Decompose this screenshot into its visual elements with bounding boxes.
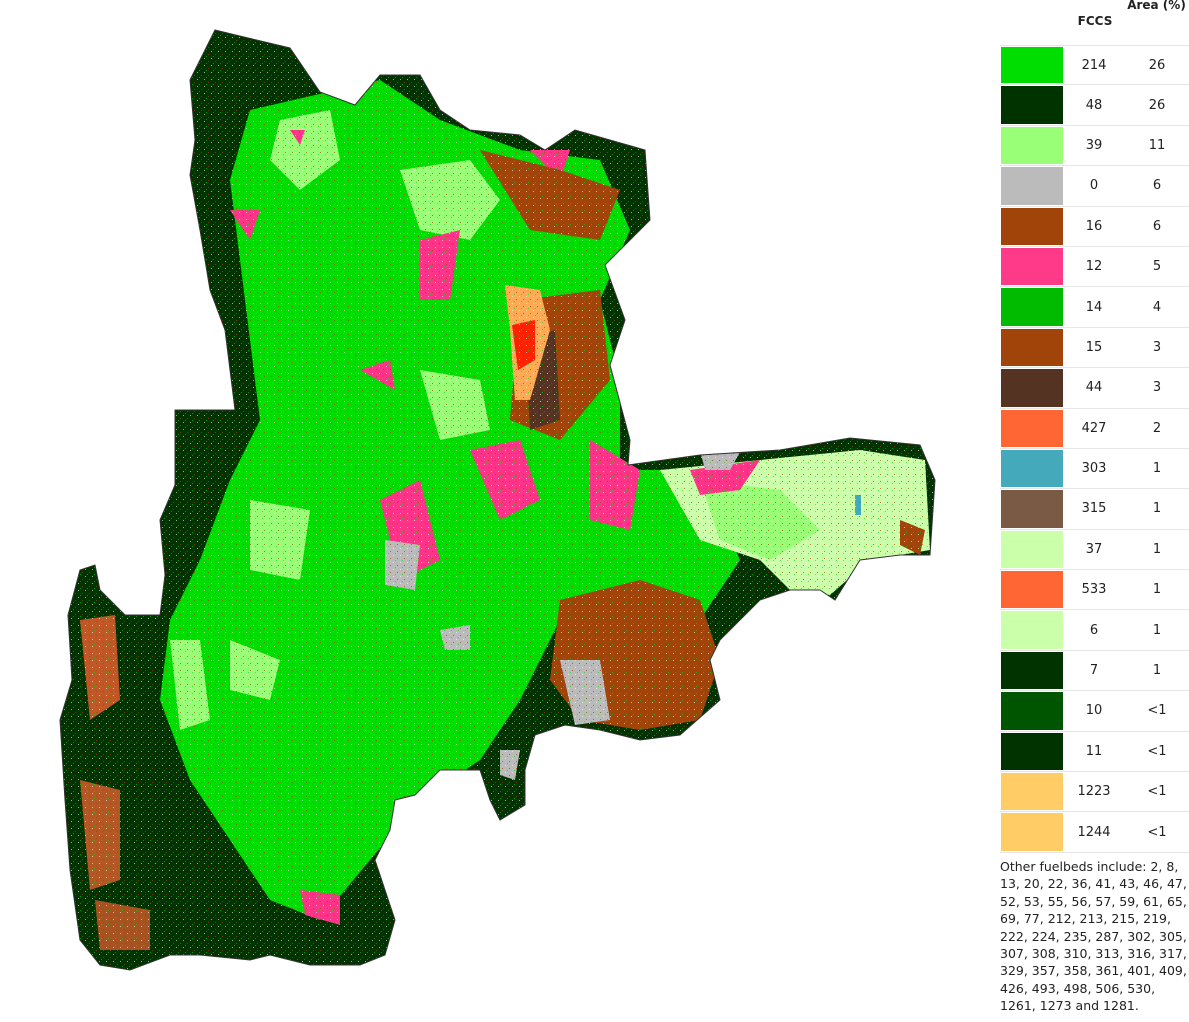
other-fuelbeds-note: Other fuelbeds include: 2, 8, 13, 20, 22… (1000, 859, 1187, 1014)
legend-fccs-code: 7 (1089, 663, 1099, 679)
legend-area-percent: 2 (1152, 420, 1162, 436)
legend-area-percent: 1 (1152, 541, 1162, 557)
legend-swatch (1001, 167, 1063, 205)
legend-fccs-code: 14 (1085, 299, 1103, 315)
legend-row: 15 3 (1000, 328, 1189, 369)
legend-fccs-code: 10 (1085, 703, 1103, 719)
legend-swatch (1001, 207, 1063, 245)
legend-area-percent: 1 (1152, 622, 1162, 638)
legend-row: 48 26 (1000, 85, 1189, 126)
legend-row: 303 1 (1000, 449, 1189, 490)
legend-area-percent: 6 (1152, 218, 1162, 234)
legend-area-percent: 3 (1152, 339, 1162, 355)
legend-area-percent: <1 (1147, 743, 1167, 759)
legend-fccs-code: 533 (1081, 582, 1107, 598)
legend-row: 427 2 (1000, 409, 1189, 449)
legend-fccs-code: 427 (1081, 420, 1107, 436)
legend-swatch (1001, 813, 1063, 851)
legend-row: 12 5 (1000, 247, 1189, 288)
legend-rows: 214 26 48 26 39 11 0 6 16 6 12 5 14 4 15 3 44 3 427 2 303 1 31… (1000, 45, 1189, 853)
legend-fccs-code: 39 (1085, 137, 1103, 153)
legend: FCCS Area (%) 214 26 48 26 39 11 0 6 16 6 12 5 14 4 15… (1000, 0, 1189, 853)
legend-row: 11 <1 (1000, 732, 1189, 773)
legend-fccs-code: 0 (1089, 178, 1099, 194)
legend-row: 1244 <1 (1000, 812, 1189, 853)
legend-swatch (1001, 247, 1063, 286)
legend-row: 10 <1 (1000, 691, 1189, 732)
legend-area-percent: 1 (1152, 582, 1162, 598)
fuelbed-map (59, 29, 936, 971)
legend-fccs-code: 1244 (1077, 824, 1111, 840)
legend-swatch (1001, 328, 1063, 367)
legend-fccs-code: 44 (1085, 380, 1103, 396)
legend-swatch (1001, 530, 1063, 569)
legend-fccs-code: 11 (1085, 743, 1103, 759)
legend-header-area: Area (%) (1127, 0, 1186, 12)
legend-fccs-code: 214 (1081, 57, 1107, 73)
legend-row: 1223 <1 (1000, 772, 1189, 813)
legend-area-percent: <1 (1147, 824, 1167, 840)
legend-area-percent: 26 (1148, 97, 1166, 113)
legend-fccs-code: 48 (1085, 97, 1103, 113)
legend-swatch (1001, 692, 1063, 730)
legend-swatch (1001, 86, 1063, 124)
legend-swatch (1001, 369, 1063, 407)
legend-row: 39 11 (1000, 126, 1189, 167)
legend-header: FCCS Area (%) (1000, 0, 1189, 45)
legend-area-percent: 1 (1152, 663, 1162, 679)
legend-row: 315 1 (1000, 489, 1189, 530)
legend-row: 37 1 (1000, 530, 1189, 571)
legend-row: 214 26 (1000, 45, 1189, 86)
legend-area-percent: 3 (1152, 380, 1162, 396)
legend-swatch (1001, 773, 1063, 811)
fuelbed-map-svg (59, 29, 936, 971)
legend-area-percent: <1 (1147, 784, 1167, 800)
legend-area-percent: <1 (1147, 703, 1167, 719)
legend-row: 14 4 (1000, 287, 1189, 328)
legend-swatch (1001, 732, 1063, 771)
legend-fccs-code: 12 (1085, 259, 1103, 275)
legend-swatch (1001, 449, 1063, 488)
legend-fccs-code: 37 (1085, 541, 1103, 557)
legend-fccs-code: 6 (1089, 622, 1099, 638)
legend-swatch (1001, 126, 1063, 165)
legend-fccs-code: 303 (1081, 461, 1107, 477)
legend-area-percent: 26 (1148, 57, 1166, 73)
legend-fccs-code: 315 (1081, 501, 1107, 517)
legend-area-percent: 6 (1152, 178, 1162, 194)
legend-swatch (1001, 490, 1063, 528)
legend-row: 44 3 (1000, 368, 1189, 409)
legend-row: 16 6 (1000, 207, 1189, 247)
legend-area-percent: 11 (1148, 137, 1166, 153)
legend-fccs-code: 15 (1085, 339, 1103, 355)
legend-swatch (1001, 571, 1063, 609)
legend-swatch (1001, 288, 1063, 326)
legend-fccs-code: 16 (1085, 218, 1103, 234)
legend-swatch (1001, 409, 1063, 447)
legend-header-fccs: FCCS (1077, 14, 1113, 28)
legend-area-percent: 1 (1152, 501, 1162, 517)
legend-swatch (1001, 651, 1063, 690)
legend-fccs-code: 1223 (1077, 784, 1111, 800)
legend-swatch (1001, 611, 1063, 649)
legend-area-percent: 5 (1152, 259, 1162, 275)
legend-row: 533 1 (1000, 570, 1189, 611)
legend-area-percent: 1 (1152, 461, 1162, 477)
legend-area-percent: 4 (1152, 299, 1162, 315)
legend-swatch (1001, 47, 1063, 84)
